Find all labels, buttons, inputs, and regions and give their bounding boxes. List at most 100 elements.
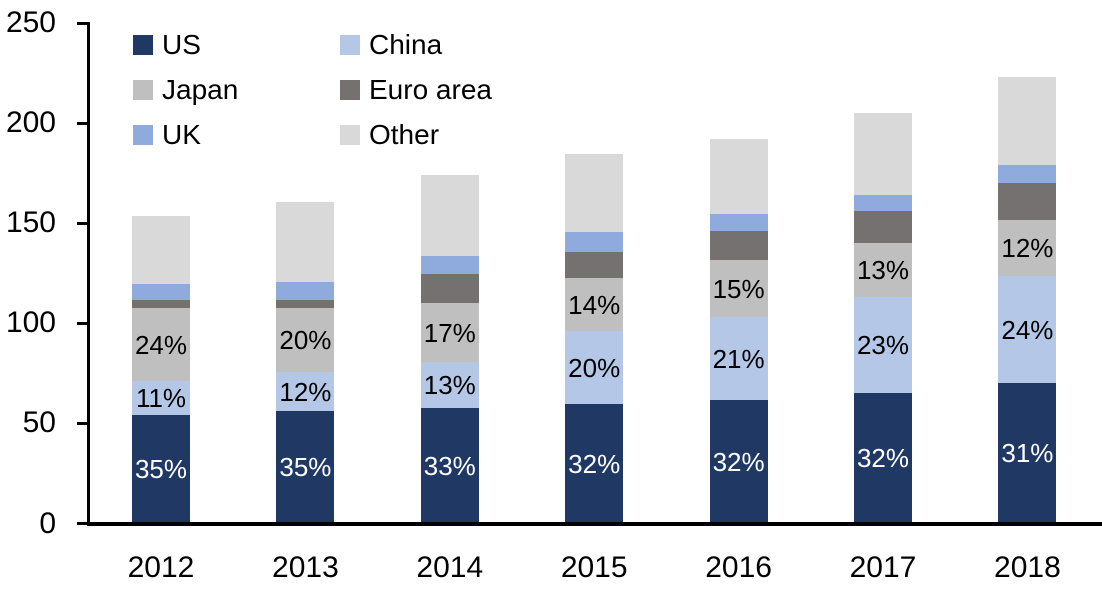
bar-percent-label-china-2017: 23% <box>856 330 910 361</box>
x-axis-label-2017: 2017 <box>849 551 917 584</box>
y-axis-tick-label-0: 0 <box>39 506 56 540</box>
bar-segment-us-2015 <box>565 404 624 524</box>
legend-label-euro-area: Euro area <box>369 74 492 105</box>
bar-percent-label-china-2018: 24% <box>1001 314 1054 345</box>
bar-segment-euro-area-2018 <box>998 183 1057 221</box>
bar-segment-china-2018 <box>998 276 1057 384</box>
bar-segment-us-2018 <box>998 383 1057 524</box>
bar-segment-uk-2015 <box>565 232 624 253</box>
china-legend-swatch <box>340 35 360 55</box>
y-axis-tick-mark-100 <box>77 321 88 325</box>
x-axis-label-2016: 2016 <box>705 551 772 584</box>
y-axis-tick-mark-250 <box>77 21 88 25</box>
bar-segment-euro-area-2015 <box>565 252 624 279</box>
bar-segment-japan-2017 <box>854 243 912 298</box>
us-legend-swatch <box>133 35 153 55</box>
bar-percent-label-china-2014: 13% <box>423 370 476 401</box>
bar-segment-uk-2013 <box>276 282 335 301</box>
bar-percent-label-japan-2015: 14% <box>568 289 621 320</box>
japan-legend-swatch <box>133 80 153 100</box>
bar-percent-label-japan-2012: 24% <box>134 329 188 360</box>
bar-segment-china-2013 <box>276 372 335 412</box>
y-axis-tick-label-50: 50 <box>22 406 56 440</box>
bar-segment-china-2014 <box>420 362 479 409</box>
bar-percent-label-japan-2016: 15% <box>712 273 765 304</box>
bar-segment-other-2015 <box>565 154 624 233</box>
bar-percent-label-china-2015: 20% <box>568 352 621 383</box>
bar-percent-label-china-2016: 21% <box>712 343 765 374</box>
bar-segment-uk-2014 <box>420 256 479 275</box>
y-axis-tick-label-100: 100 <box>5 306 56 340</box>
x-axis-line <box>87 522 1102 526</box>
legend-item-other: Other <box>340 121 439 149</box>
bar-percent-label-japan-2018: 12% <box>1001 233 1054 264</box>
bar-segment-euro-area-2012 <box>132 300 190 309</box>
legend-item-euro-area: Euro area <box>340 76 492 104</box>
legend-label-us: US <box>162 29 201 60</box>
bar-percent-label-us-2014: 33% <box>423 450 476 481</box>
euro-area-legend-swatch <box>340 80 360 100</box>
legend-item-japan: Japan <box>133 76 238 104</box>
x-axis-label-2018: 2018 <box>994 551 1061 584</box>
x-axis-label-2012: 2012 <box>127 551 195 584</box>
uk-legend-swatch <box>133 125 153 145</box>
y-axis-tick-label-200: 200 <box>5 106 56 140</box>
bar-percent-label-china-2012: 11% <box>135 383 187 414</box>
bar-segment-uk-2017 <box>854 195 912 212</box>
y-axis-tick-mark-50 <box>77 421 88 425</box>
y-axis-tick-mark-150 <box>77 221 88 225</box>
bar-percent-label-japan-2013: 20% <box>279 325 332 356</box>
bar-segment-china-2012 <box>132 381 190 416</box>
bar-segment-japan-2013 <box>276 308 335 373</box>
bar-percent-label-japan-2014: 17% <box>423 317 476 348</box>
bar-segment-japan-2012 <box>132 308 190 382</box>
bar-percent-label-us-2015: 32% <box>568 448 621 479</box>
x-axis-label-2014: 2014 <box>416 551 484 584</box>
bar-percent-label-us-2016: 32% <box>712 446 765 477</box>
bar-segment-us-2013 <box>276 411 335 524</box>
bar-segment-japan-2014 <box>420 303 479 363</box>
bar-segment-other-2012 <box>132 216 190 285</box>
bar-segment-us-2017 <box>854 393 912 524</box>
bar-segment-other-2016 <box>709 139 768 215</box>
other-legend-swatch <box>340 125 360 145</box>
bar-segment-us-2014 <box>420 408 479 524</box>
bar-segment-us-2016 <box>709 400 768 524</box>
x-axis-label-2013: 2013 <box>272 551 339 584</box>
bar-segment-uk-2016 <box>709 214 768 232</box>
bar-segment-japan-2015 <box>565 278 624 332</box>
y-axis-tick-label-250: 250 <box>5 6 56 39</box>
bar-segment-euro-area-2014 <box>420 274 479 304</box>
y-axis-tick-label-150: 150 <box>5 206 56 240</box>
bar-segment-other-2014 <box>420 175 479 257</box>
bar-segment-japan-2016 <box>709 260 768 318</box>
bar-segment-euro-area-2017 <box>854 211 912 244</box>
y-axis-line <box>87 22 90 526</box>
legend-label-uk: UK <box>162 119 201 150</box>
bar-segment-uk-2012 <box>132 284 190 301</box>
bar-segment-uk-2018 <box>998 165 1057 184</box>
x-axis-label-2015: 2015 <box>560 551 628 584</box>
bar-segment-other-2018 <box>998 77 1057 166</box>
legend-item-uk: UK <box>133 121 201 149</box>
bar-segment-other-2013 <box>276 202 335 283</box>
bar-segment-japan-2018 <box>998 220 1057 277</box>
bar-percent-label-japan-2017: 13% <box>856 255 910 286</box>
legend-item-us: US <box>133 31 201 59</box>
legend-label-china: China <box>369 29 443 60</box>
bar-percent-label-us-2013: 35% <box>279 452 332 483</box>
bar-segment-other-2017 <box>854 113 912 196</box>
y-axis-tick-mark-0 <box>77 522 88 525</box>
bar-percent-label-us-2012: 35% <box>134 454 188 485</box>
legend-label-japan: Japan <box>162 74 239 105</box>
bar-percent-label-china-2013: 12% <box>279 376 332 407</box>
bar-segment-us-2012 <box>132 415 190 524</box>
bar-segment-euro-area-2013 <box>276 300 335 309</box>
y-axis-tick-mark-200 <box>77 121 88 125</box>
legend-label-other: Other <box>369 119 440 150</box>
legend-item-china: China <box>340 31 442 59</box>
bar-percent-label-us-2017: 32% <box>856 443 910 474</box>
bar-segment-china-2017 <box>854 297 912 394</box>
bar-segment-china-2015 <box>565 331 624 405</box>
